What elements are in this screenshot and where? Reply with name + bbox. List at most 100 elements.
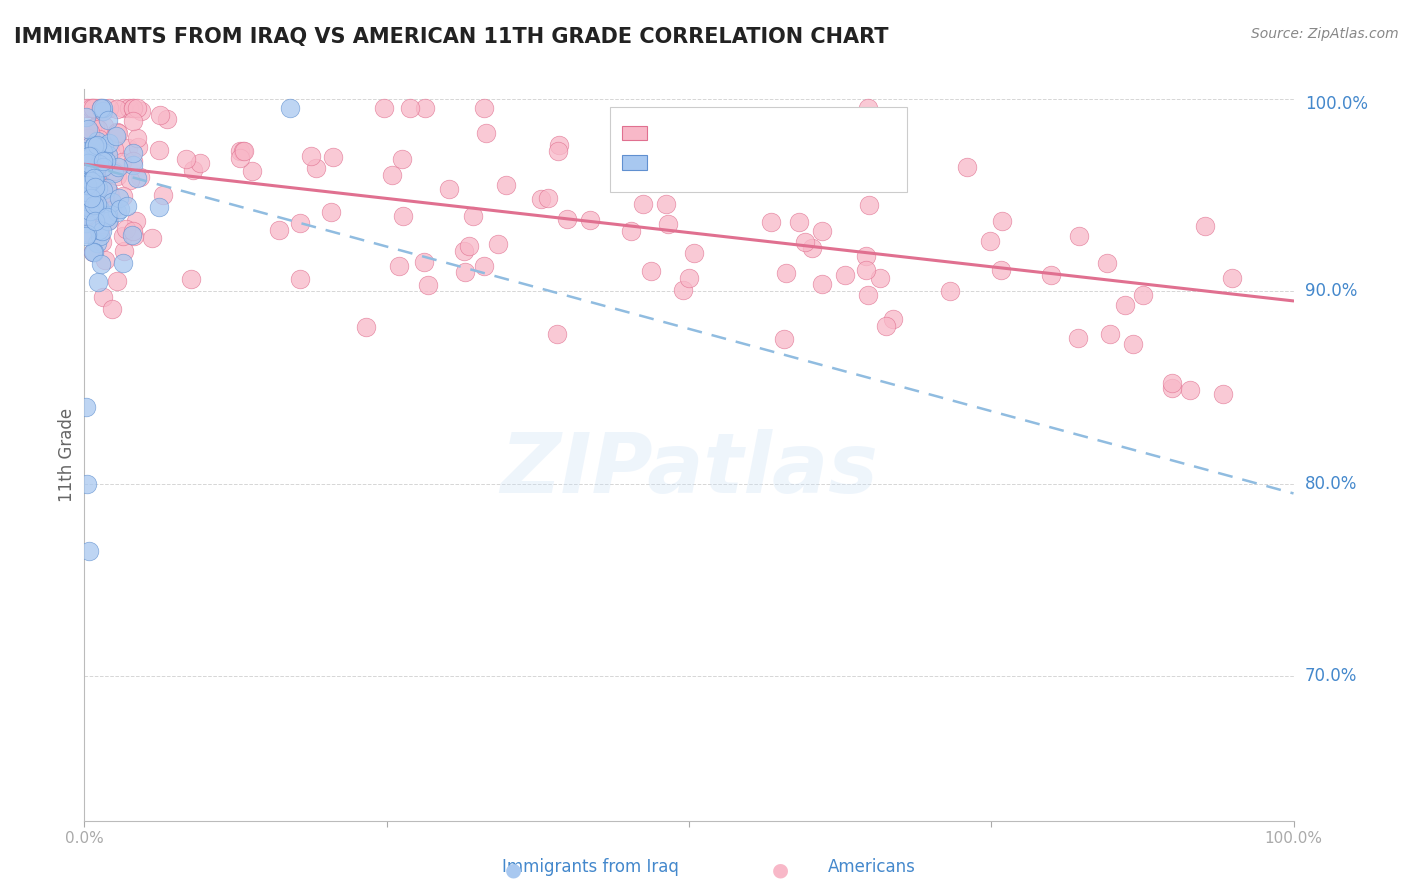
- Text: IMMIGRANTS FROM IRAQ VS AMERICAN 11TH GRADE CORRELATION CHART: IMMIGRANTS FROM IRAQ VS AMERICAN 11TH GR…: [14, 27, 889, 46]
- Point: [86, 137, 108, 152]
- Point: [93, 139, 115, 153]
- Point: [76, 166, 98, 180]
- Point: [97, 208, 120, 222]
- Point: [107, 126, 129, 140]
- Point: [1194, 219, 1216, 234]
- Point: [620, 224, 643, 238]
- Point: [82, 170, 104, 185]
- Point: [128, 170, 150, 185]
- Point: [121, 154, 143, 169]
- Point: [87, 157, 110, 171]
- Point: [96, 210, 118, 224]
- Point: [269, 223, 291, 237]
- Point: [103, 166, 125, 180]
- Point: [83, 245, 105, 260]
- Point: [98, 186, 121, 200]
- Point: [75, 170, 97, 185]
- Point: [472, 102, 495, 116]
- Point: [547, 144, 569, 158]
- Point: [80, 148, 103, 162]
- Point: [453, 244, 475, 258]
- Point: [75, 400, 97, 414]
- Point: [86, 134, 108, 148]
- Point: [232, 144, 254, 158]
- Point: [1132, 288, 1154, 302]
- Point: [288, 216, 311, 230]
- Point: [1122, 336, 1144, 351]
- Point: [775, 161, 797, 176]
- Point: [83, 185, 105, 199]
- Point: [115, 199, 138, 213]
- Point: [77, 179, 100, 194]
- Point: [939, 284, 962, 298]
- Point: [82, 244, 104, 259]
- Text: 80.0%: 80.0%: [1305, 475, 1357, 492]
- Text: Immigrants from Iraq: Immigrants from Iraq: [502, 858, 679, 876]
- Point: [319, 204, 342, 219]
- Point: [180, 272, 202, 286]
- Point: [111, 228, 134, 243]
- Point: [84, 102, 107, 116]
- Point: [79, 226, 101, 240]
- Point: [1069, 229, 1091, 244]
- Point: [858, 102, 880, 116]
- Bar: [623, 126, 647, 140]
- Point: [858, 288, 880, 302]
- Point: [76, 131, 98, 145]
- Point: [495, 178, 517, 192]
- Point: [82, 211, 104, 226]
- Point: [97, 148, 120, 162]
- Point: [125, 214, 148, 228]
- Point: [84, 120, 107, 134]
- Point: [77, 201, 100, 215]
- Point: [373, 102, 395, 116]
- Point: [148, 143, 170, 157]
- Point: [98, 188, 121, 202]
- Point: [105, 129, 128, 144]
- Point: [75, 216, 97, 230]
- Point: [855, 263, 877, 277]
- Point: [855, 249, 877, 263]
- Point: [631, 197, 654, 211]
- Point: [75, 208, 97, 222]
- Point: [89, 202, 111, 216]
- Point: [794, 235, 817, 249]
- Text: ●: ●: [772, 860, 789, 880]
- Point: [105, 169, 128, 183]
- Point: [86, 197, 108, 211]
- Point: [105, 274, 128, 288]
- Point: [91, 290, 114, 304]
- Point: [229, 145, 252, 159]
- Point: [97, 213, 120, 227]
- Text: 100.0%: 100.0%: [1305, 95, 1368, 112]
- Point: [87, 276, 110, 290]
- Text: 90.0%: 90.0%: [1305, 282, 1357, 301]
- Point: [79, 139, 101, 153]
- Point: [454, 265, 477, 279]
- Point: [858, 198, 880, 212]
- Point: [91, 145, 114, 160]
- Point: [381, 169, 404, 183]
- Point: [122, 114, 145, 128]
- Point: [77, 200, 100, 214]
- Point: [80, 152, 103, 166]
- Point: [486, 237, 509, 252]
- Point: [82, 198, 104, 212]
- Point: [82, 121, 104, 136]
- Point: [84, 169, 107, 184]
- Point: [90, 257, 112, 271]
- Text: Source: ZipAtlas.com: Source: ZipAtlas.com: [1251, 27, 1399, 41]
- Point: [83, 171, 105, 186]
- Point: [91, 183, 114, 197]
- Point: [83, 137, 105, 152]
- Point: [76, 178, 98, 192]
- Point: [87, 167, 110, 181]
- Point: [77, 544, 100, 558]
- Point: [529, 192, 551, 206]
- Point: [288, 272, 311, 286]
- Point: [90, 235, 112, 249]
- Point: [787, 215, 810, 229]
- Point: [97, 139, 120, 153]
- Point: [418, 278, 440, 293]
- Point: [979, 235, 1001, 249]
